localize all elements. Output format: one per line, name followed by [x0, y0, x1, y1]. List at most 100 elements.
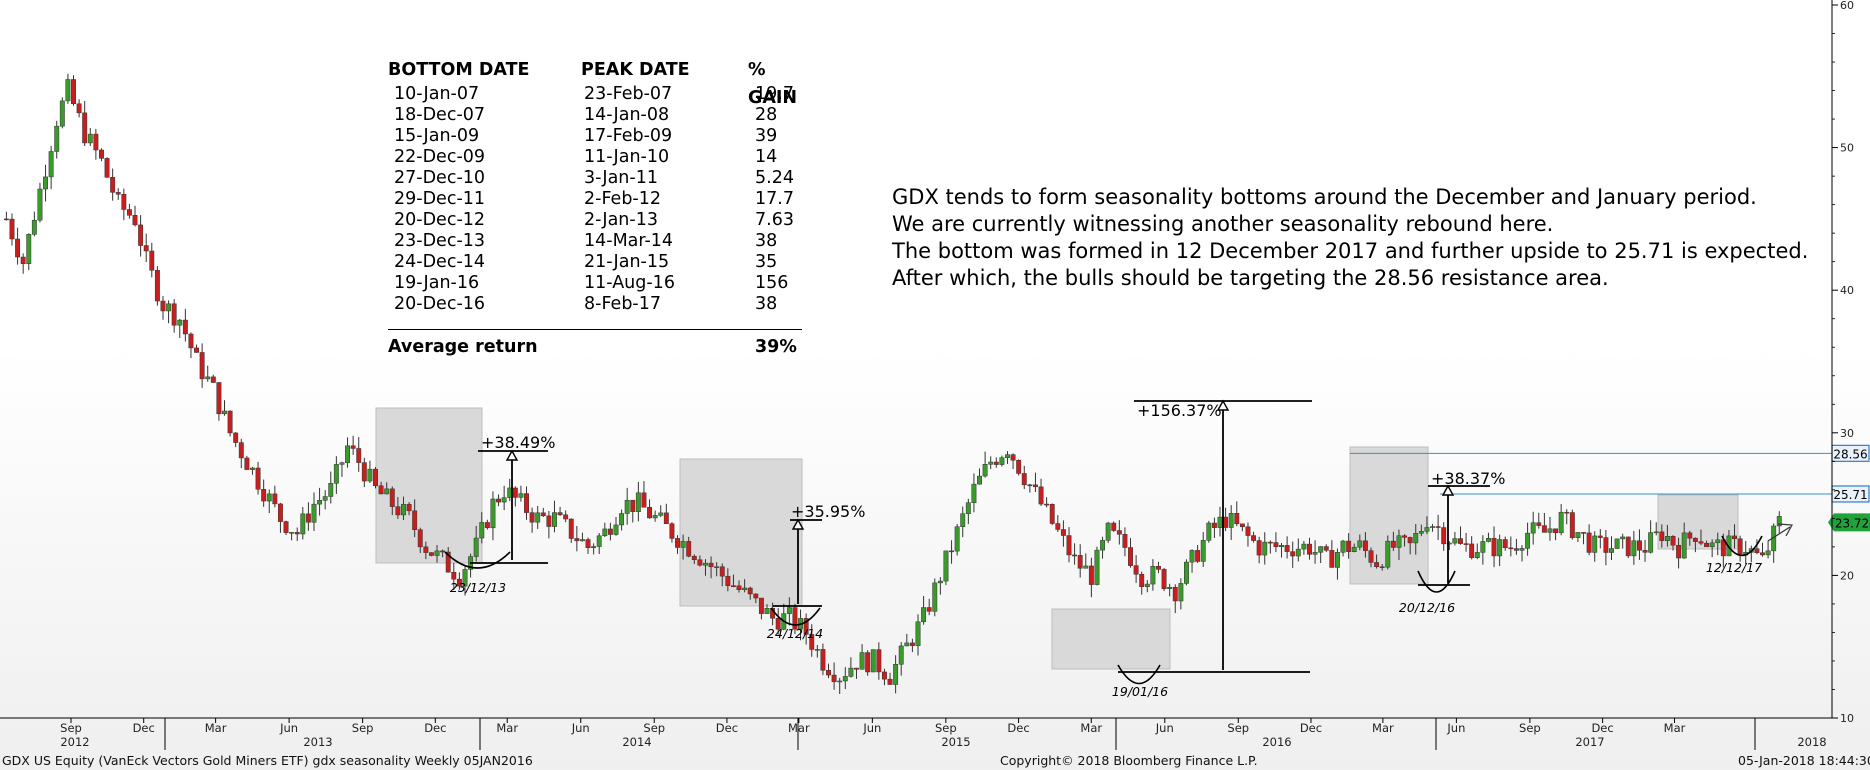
candle [1474, 543, 1480, 560]
candle [93, 128, 99, 160]
x-tick-label: Sep [1519, 721, 1541, 735]
bottom-date-cell: 20-Dec-16 [394, 294, 486, 314]
candle [1010, 453, 1016, 470]
candle [160, 296, 166, 320]
candle [1575, 532, 1581, 543]
candle [473, 525, 479, 562]
candle [1267, 540, 1273, 554]
seasonal-zone [679, 458, 803, 607]
candle [31, 211, 37, 237]
gain-cell: 7.63 [755, 210, 794, 230]
candle [1379, 563, 1385, 571]
bottom-curve [770, 607, 821, 626]
candle [305, 502, 311, 531]
candle [524, 486, 529, 520]
candle [842, 667, 848, 690]
candle [1116, 520, 1122, 545]
candle [669, 522, 675, 543]
candle [395, 497, 401, 519]
candle [826, 663, 831, 679]
candle [1536, 512, 1542, 529]
candle [289, 531, 295, 541]
candle [373, 466, 378, 489]
candle [641, 481, 647, 508]
bottom-date-label: 24/12/14 [767, 626, 823, 641]
candle [328, 471, 334, 504]
candle [233, 432, 239, 448]
seasonal-zone [375, 407, 483, 564]
peak-date-cell: 2-Feb-12 [584, 189, 662, 209]
candle [1262, 532, 1268, 565]
candle [686, 536, 692, 558]
gain-cell: 17.7 [755, 189, 794, 209]
y-tick-label: 40 [1840, 284, 1854, 297]
candle [1653, 522, 1659, 536]
candle [1133, 555, 1139, 583]
bottom-date-cell: 23-Dec-13 [394, 231, 486, 251]
candle [1441, 522, 1447, 551]
candle [585, 537, 591, 554]
candle [1776, 511, 1782, 533]
candle [1732, 524, 1737, 549]
candle [71, 75, 76, 106]
candle [1698, 529, 1704, 546]
candle [1172, 584, 1178, 614]
candle [1301, 540, 1307, 555]
table-row: 18-Dec-07 14-Jan-08 28 [388, 105, 802, 126]
candle [110, 168, 116, 201]
gain-cell: 28 [755, 105, 778, 125]
candle [870, 649, 876, 673]
candle [1625, 536, 1631, 559]
table-row: 10-Jan-07 23-Feb-07 19.7 [388, 84, 802, 105]
candle [43, 164, 48, 202]
candle [1307, 537, 1312, 560]
y-tick-label: 20 [1840, 569, 1854, 582]
table-row: 20-Dec-16 8-Feb-17 38 [388, 294, 802, 315]
y-tick-label: 30 [1840, 427, 1854, 440]
candle [529, 507, 535, 533]
candle [1709, 539, 1715, 558]
seasonality-table: BOTTOM DATE PEAK DATE % GAIN 10-Jan-07 23… [388, 56, 802, 364]
candle [339, 461, 345, 477]
header-gain: % GAIN [748, 60, 798, 108]
candle [1592, 531, 1598, 562]
candle [630, 499, 636, 523]
candle [971, 473, 977, 513]
candle [1295, 538, 1301, 562]
table-header: BOTTOM DATE PEAK DATE % GAIN [388, 56, 802, 108]
candle [1195, 544, 1201, 563]
candle [1642, 539, 1648, 562]
candle [535, 506, 541, 529]
candle [1413, 524, 1419, 555]
candle [999, 455, 1005, 467]
candle [1664, 524, 1670, 547]
candle [1239, 523, 1245, 532]
candle [1502, 536, 1508, 551]
bottom-date-cell: 18-Dec-07 [394, 105, 486, 125]
candle [356, 437, 362, 472]
candle [1189, 549, 1195, 573]
candle [1279, 543, 1284, 558]
candle [1497, 534, 1503, 567]
candle [1357, 534, 1363, 551]
candle [406, 502, 412, 516]
commentary-line: After which, the bulls should be targeti… [892, 266, 1609, 290]
candle [921, 596, 927, 625]
candle [462, 566, 468, 596]
candle [333, 456, 339, 494]
candle [1581, 532, 1586, 545]
gain-label: +35.95% [791, 502, 865, 521]
candle [1066, 527, 1072, 563]
candle [926, 598, 932, 616]
candle [574, 525, 580, 552]
candle [937, 577, 943, 595]
candle [1508, 536, 1514, 557]
x-tick-label: Mar [1664, 721, 1686, 735]
candle [1211, 517, 1217, 538]
candle [1541, 512, 1547, 533]
gain-cell: 38 [755, 231, 778, 251]
candle [1312, 540, 1318, 564]
candle [126, 203, 132, 219]
candle [423, 541, 429, 560]
candle [104, 157, 110, 178]
